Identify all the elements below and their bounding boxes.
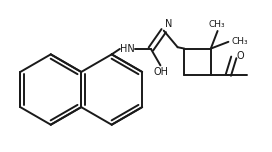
Text: N: N [165,19,172,29]
Text: HN: HN [120,44,135,54]
Text: CH₃: CH₃ [231,37,248,46]
Text: O: O [237,51,245,61]
Text: OH: OH [154,67,169,77]
Text: CH₃: CH₃ [209,20,225,29]
